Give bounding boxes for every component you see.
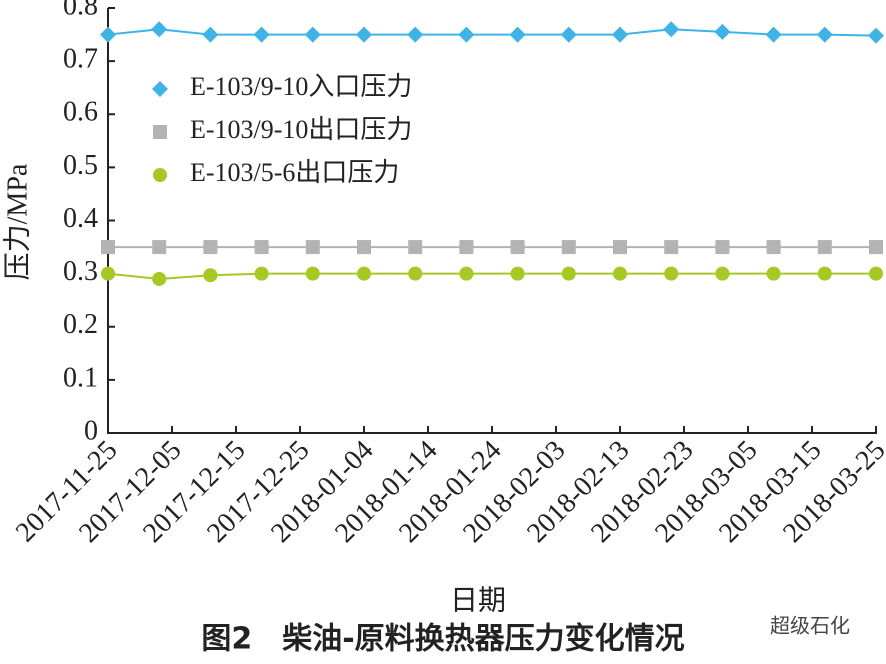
marker (613, 266, 627, 281)
marker (305, 240, 320, 255)
marker (151, 21, 168, 38)
marker (152, 271, 167, 286)
watermark: 超级石化 (770, 614, 850, 638)
marker (357, 240, 371, 255)
marker (101, 240, 115, 255)
marker (408, 266, 423, 281)
marker (101, 266, 115, 281)
y-tick-label: 0.1 (63, 362, 98, 393)
marker (408, 240, 423, 255)
marker (510, 240, 525, 255)
y-tick-label: 0.3 (63, 256, 98, 287)
marker (714, 23, 731, 40)
marker (305, 266, 320, 281)
y-tick-label: 0 (84, 415, 98, 446)
y-tick-label: 0.4 (63, 203, 98, 234)
marker (612, 26, 628, 43)
marker (458, 26, 475, 43)
marker (766, 240, 781, 255)
legend-marker (152, 81, 168, 97)
marker (254, 240, 269, 255)
y-tick-label: 0.6 (63, 97, 98, 128)
series-line (107, 272, 876, 280)
marker (509, 26, 526, 43)
marker (254, 266, 269, 281)
marker (356, 26, 372, 43)
caption: 图2 柴油-原料换热器压力变化情况 (201, 622, 684, 657)
marker (304, 26, 321, 43)
y-tick-label: 0.8 (63, 0, 98, 21)
marker (715, 266, 730, 281)
x-axis-label: 日期 (450, 585, 506, 616)
marker (357, 266, 371, 281)
y-axis-label: 压力/MPa (1, 163, 33, 280)
marker (869, 240, 883, 255)
legend-label: E-103/9-10入口压力 (190, 72, 412, 101)
marker (715, 240, 730, 255)
marker (253, 26, 270, 43)
marker (203, 268, 218, 283)
marker (816, 26, 833, 43)
marker (203, 240, 218, 255)
legend-label: E-103/9-10出口压力 (190, 115, 412, 144)
marker (766, 266, 781, 281)
marker (100, 26, 116, 43)
marker (407, 26, 424, 43)
legend-marker (153, 125, 167, 139)
marker (663, 21, 680, 38)
marker (560, 26, 577, 43)
marker (561, 240, 576, 255)
y-tick-label: 0.7 (63, 44, 98, 75)
y-tick-label: 0.5 (63, 150, 98, 181)
marker (152, 240, 167, 255)
marker (817, 240, 832, 255)
marker (817, 266, 832, 281)
marker (868, 27, 884, 44)
marker (613, 240, 627, 255)
legend-marker (153, 168, 167, 182)
marker (664, 240, 679, 255)
y-tick-label: 0.2 (63, 309, 98, 340)
marker (202, 26, 219, 43)
series-line (107, 28, 877, 37)
marker (561, 266, 576, 281)
marker (664, 266, 679, 281)
legend-label: E-103/5-6出口压力 (190, 158, 399, 187)
marker (459, 266, 474, 281)
marker (869, 266, 883, 281)
marker (459, 240, 474, 255)
marker (765, 26, 782, 43)
marker (510, 266, 525, 281)
